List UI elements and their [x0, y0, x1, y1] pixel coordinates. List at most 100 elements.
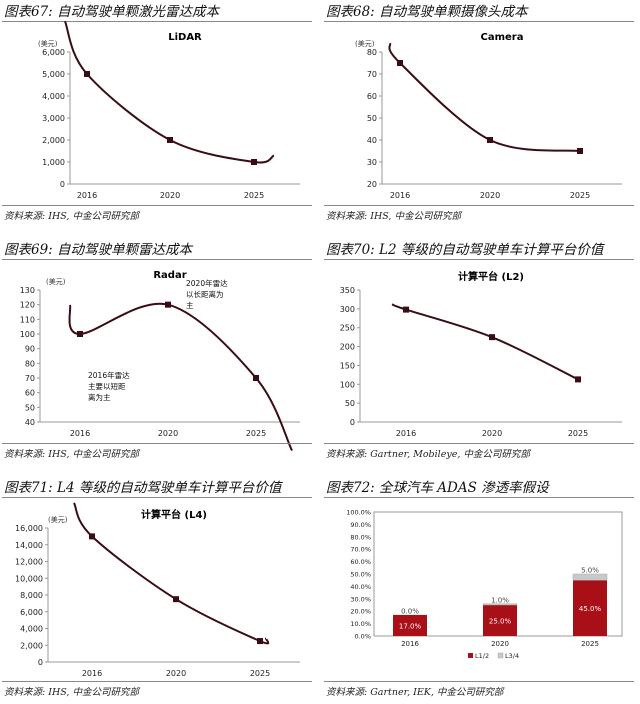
x-tick-label: 2016 [401, 640, 419, 648]
y-tick-label: 6,000 [20, 608, 43, 617]
y-tick-label: 100 [340, 380, 355, 389]
x-tick-label: 2016 [70, 429, 90, 438]
title-divider [2, 497, 312, 498]
y-tick-label: 40.0% [350, 583, 371, 591]
panel-title: 图表72: 全球汽车 ADAS 渗透率假设 [326, 480, 549, 496]
panel-camera-cost: 图表68: 自动驾驶单颗摄像头成本 Camera (美元) 20 30 40 50 60 70… [322, 0, 638, 228]
y-tick-label: 80 [367, 48, 377, 57]
source-divider [2, 205, 312, 206]
y-unit-label: (美元) [38, 39, 58, 48]
data-point [575, 376, 581, 383]
bar-label: 0.0% [401, 607, 419, 615]
data-point [397, 60, 403, 66]
source-divider [324, 443, 634, 444]
l4-chart: 计算平台 (L4) (美元) 0 2,000 4,000 6,000 8,000 10,000… [15, 502, 300, 678]
legend-swatch-l3-4 [497, 652, 504, 659]
panel-l2-platform: 图表70: L2 等级的自动驾驶单车计算平台价值 计算平台 (L2) 0 50 100… [322, 238, 638, 466]
y-tick-label: 60 [367, 92, 377, 101]
bar-label: 45.0% [579, 605, 602, 613]
x-tick-label: 2020 [166, 669, 186, 678]
series-line [388, 42, 581, 152]
y-tick-label: 350 [340, 286, 355, 295]
y-unit-label: (美元) [48, 515, 68, 524]
source-divider [324, 205, 634, 206]
x-tick-label: 2020 [160, 191, 180, 200]
y-tick-label: 70 [367, 70, 377, 79]
y-tick-label: 40 [367, 136, 377, 145]
x-tick-label: 2016 [396, 429, 416, 438]
y-tick-label: 130 [20, 286, 35, 295]
y-tick-label: 10,000 [15, 574, 43, 583]
source-divider [2, 443, 312, 444]
y-tick-label: 60 [25, 389, 35, 398]
annotation-2020: 主 [186, 300, 194, 310]
chart-title: Radar [153, 270, 186, 281]
y-tick-label: 90.0% [350, 521, 371, 529]
source-note: 资料来源: Gartner, Mobileye, 中金公司研究部 [326, 449, 530, 460]
y-tick-label: 150 [340, 361, 355, 370]
y-tick-label: 60.0% [350, 558, 371, 566]
bar-label: 25.0% [489, 618, 512, 626]
panel-title: 图表67: 自动驾驶单颗激光雷达成本 [4, 4, 220, 20]
source-note: 资料来源: IHS, 中金公司研究部 [4, 687, 139, 698]
y-tick-label: 80.0% [350, 533, 371, 541]
bar-label: 1.0% [491, 596, 509, 604]
y-tick-label: 6,000 [42, 48, 65, 57]
y-unit-label: (美元) [46, 277, 66, 286]
title-divider [2, 259, 312, 260]
chart-title: Camera [481, 32, 524, 43]
y-tick-label: 20 [367, 180, 377, 189]
x-tick-label: 2020 [491, 640, 509, 648]
y-tick-label: 80 [25, 359, 35, 368]
x-tick-label: 2020 [158, 429, 178, 438]
title-divider [2, 21, 312, 22]
y-tick-label: 30.0% [350, 595, 371, 603]
bar-l1-2 [573, 580, 607, 636]
legend-label: L3/4 [505, 652, 519, 660]
x-tick-label: 2025 [244, 191, 264, 200]
bar-label: 5.0% [581, 567, 599, 575]
y-tick-label: 3,000 [42, 114, 65, 123]
y-unit-label: (美元) [355, 39, 375, 48]
y-tick-label: 50 [367, 114, 377, 123]
y-tick-label: 300 [340, 305, 355, 314]
y-tick-label: 110 [20, 315, 35, 324]
y-tick-label: 0 [350, 418, 355, 427]
data-point [173, 596, 179, 603]
y-tick-label: 50.0% [350, 571, 371, 579]
bar-l1-2 [393, 614, 427, 636]
series-line [391, 303, 579, 381]
y-tick-label: 14,000 [15, 541, 43, 550]
y-tick-label: 1,000 [42, 158, 65, 167]
title-divider [324, 259, 634, 260]
bar-l3-4 [572, 573, 608, 581]
annotation-2016: 主要以短距 [88, 381, 126, 391]
x-tick-label: 2016 [77, 191, 97, 200]
x-tick-label: 2016 [390, 191, 410, 200]
y-tick-label: 5,000 [42, 70, 65, 79]
y-tick-label: 4,000 [20, 625, 43, 634]
x-tick-label: 2025 [246, 429, 266, 438]
adas-chart: 0.0% 10.0% 20.0% 30.0% 40.0% 50.0% 60.0% 70.0% 8… [346, 509, 623, 660]
legend-swatch-l1-2 [468, 653, 473, 658]
x-tick-label: 2020 [480, 191, 500, 200]
title-divider [324, 497, 634, 498]
panel-lidar-cost: 图表67: 自动驾驶单颗激光雷达成本 LiDAR (美元) 0 1,000 2,000 3… [0, 0, 316, 228]
source-divider [2, 681, 312, 682]
x-tick-label: 2020 [482, 429, 502, 438]
chart-title: LiDAR [168, 32, 202, 43]
title-divider [324, 21, 634, 22]
data-point [257, 638, 263, 645]
y-tick-label: 12,000 [15, 558, 43, 567]
data-point [577, 148, 583, 154]
y-tick-label: 0.0% [354, 633, 371, 641]
y-tick-label: 200 [340, 343, 355, 352]
annotation-2016: 离为主 [88, 392, 111, 402]
chart-title: 计算平台 (L2) [458, 270, 524, 283]
x-tick-label: 2025 [250, 669, 270, 678]
y-tick-label: 16,000 [15, 524, 43, 533]
y-tick-label: 50 [345, 399, 355, 408]
bar-label: 17.0% [399, 622, 422, 630]
lidar-chart: LiDAR (美元) 0 1,000 2,000 3,000 4,000 5,000 6,000… [38, 20, 300, 200]
y-tick-label: 40 [25, 418, 35, 427]
